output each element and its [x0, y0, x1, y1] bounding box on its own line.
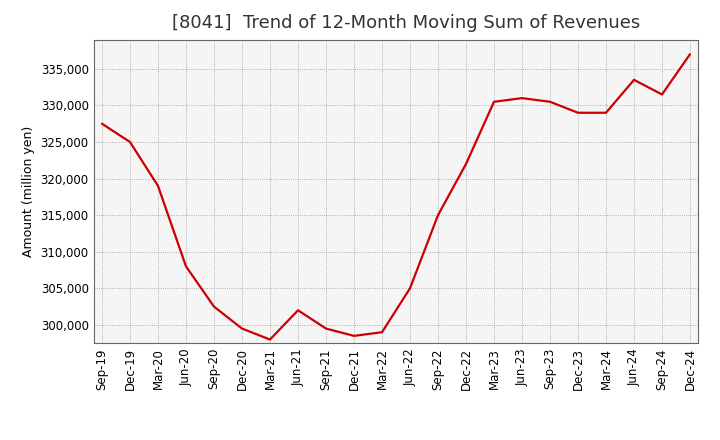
Text: [8041]  Trend of 12-Month Moving Sum of Revenues: [8041] Trend of 12-Month Moving Sum of R… [172, 15, 641, 33]
Y-axis label: Amount (million yen): Amount (million yen) [22, 126, 35, 257]
